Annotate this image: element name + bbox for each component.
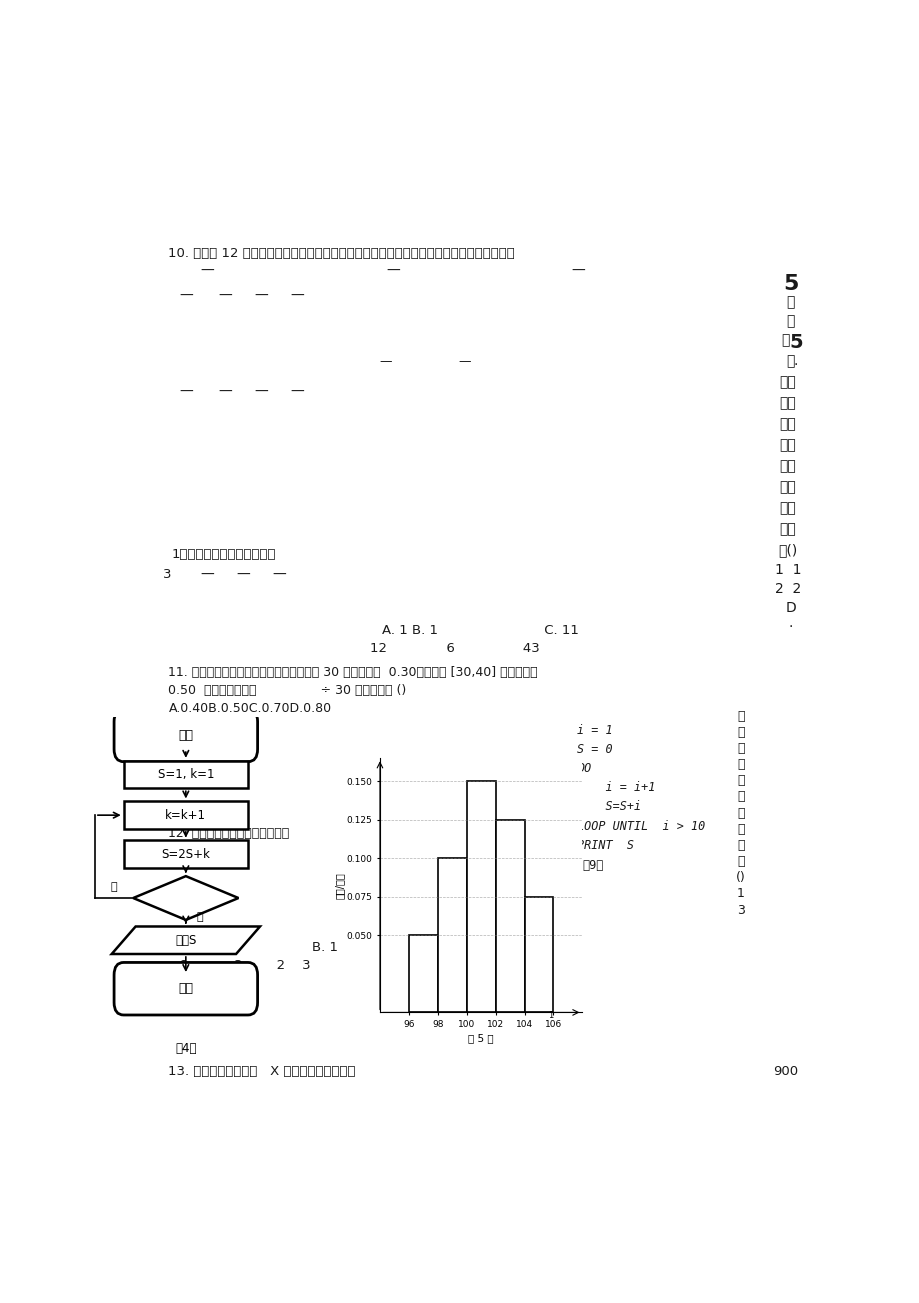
Text: PRINT  S: PRINT S bbox=[576, 839, 633, 852]
Text: —: — bbox=[272, 568, 286, 581]
Bar bbox=[408, 936, 437, 1012]
Text: 黄: 黄 bbox=[786, 354, 794, 367]
Bar bbox=[495, 820, 524, 1012]
Text: —: — bbox=[380, 354, 391, 367]
Text: —: — bbox=[458, 354, 471, 367]
Text: —: — bbox=[236, 568, 250, 581]
Text: (): () bbox=[735, 870, 745, 883]
Text: 率率: 率率 bbox=[778, 502, 796, 516]
Text: .: . bbox=[793, 354, 798, 367]
Text: 3: 3 bbox=[736, 904, 744, 917]
FancyBboxPatch shape bbox=[114, 709, 257, 762]
Text: A.0.40B.0.50C.0.70D.0.80: A.0.40B.0.50C.0.70D.0.80 bbox=[168, 702, 331, 715]
Text: A. 1 B. 1                         C. 11: A. 1 B. 1 C. 11 bbox=[382, 624, 579, 637]
Text: 2  2: 2 2 bbox=[774, 581, 800, 595]
Text: 12              6                43: 12 6 43 bbox=[335, 642, 539, 655]
FancyBboxPatch shape bbox=[114, 963, 257, 1015]
Text: ，: ， bbox=[736, 710, 744, 723]
Text: 开始: 开始 bbox=[178, 728, 193, 741]
Text: S=S+i: S=S+i bbox=[576, 800, 641, 813]
Text: DO: DO bbox=[576, 762, 591, 775]
Text: C. 1 D. 2: C. 1 D. 2 bbox=[414, 941, 471, 954]
Bar bbox=[466, 782, 495, 1012]
Text: 5: 5 bbox=[782, 274, 798, 293]
Text: —: — bbox=[200, 263, 214, 278]
Text: S=1, k=1: S=1, k=1 bbox=[157, 767, 214, 780]
Text: 是: 是 bbox=[197, 912, 203, 923]
Text: 或到: 或到 bbox=[778, 396, 796, 410]
Text: i = i+1: i = i+1 bbox=[576, 782, 654, 795]
Text: 1  1: 1 1 bbox=[774, 563, 800, 577]
Text: —: — bbox=[219, 386, 233, 399]
Text: 是: 是 bbox=[736, 855, 744, 868]
Text: 率: 率 bbox=[736, 839, 744, 852]
Text: 1，得到黑球或黄球的概率是: 1，得到黑球或黄球的概率是 bbox=[172, 547, 277, 560]
Text: 不: 不 bbox=[736, 774, 744, 787]
Bar bbox=[123, 840, 248, 868]
Text: 概: 概 bbox=[736, 822, 744, 835]
Text: B. 1: B. 1 bbox=[312, 941, 337, 954]
Text: 900: 900 bbox=[772, 1066, 797, 1079]
Text: ，乙获胜的概率是: ，乙获胜的概率是 bbox=[514, 826, 573, 839]
Text: 也为: 也为 bbox=[778, 523, 796, 537]
Text: —: — bbox=[179, 386, 193, 399]
Text: 概概: 概概 bbox=[778, 481, 796, 494]
Text: S=2S+k: S=2S+k bbox=[161, 848, 210, 861]
Text: D: D bbox=[785, 601, 796, 615]
Text: 12. 甲乙两人下围棋和棋的概率是: 12. 甲乙两人下围棋和棋的概率是 bbox=[168, 826, 289, 839]
Polygon shape bbox=[111, 926, 260, 954]
Text: 得: 得 bbox=[786, 314, 794, 328]
Text: 5: 5 bbox=[789, 334, 802, 352]
Text: LOOP UNTIL  i > 10: LOOP UNTIL i > 10 bbox=[576, 820, 705, 833]
Text: 否: 否 bbox=[110, 882, 118, 893]
Text: 么: 么 bbox=[736, 743, 744, 756]
Text: —: — bbox=[219, 289, 233, 302]
Text: —: — bbox=[289, 386, 303, 399]
Text: 输: 输 bbox=[736, 791, 744, 804]
Text: —: — bbox=[289, 289, 303, 302]
Text: 第4题: 第4题 bbox=[175, 1042, 197, 1055]
Text: 到: 到 bbox=[780, 334, 789, 347]
Text: 第9题: 第9题 bbox=[582, 859, 604, 872]
Text: A. 1: A. 1 bbox=[179, 941, 205, 954]
Text: —: — bbox=[571, 263, 584, 278]
Bar bbox=[524, 896, 553, 1012]
X-axis label: 第 5 题: 第 5 题 bbox=[468, 1033, 494, 1044]
Text: —: — bbox=[254, 289, 267, 302]
Text: 11. 从一笼鸡蛋中取一个，如果其重量小于 30 克的概率是  0.30，重量在 [30,40] 克的概率是: 11. 从一笼鸡蛋中取一个，如果其重量小于 30 克的概率是 0.30，重量在 … bbox=[168, 666, 538, 679]
Text: —: — bbox=[386, 263, 400, 278]
Text: 甲: 甲 bbox=[736, 758, 744, 771]
Text: 3: 3 bbox=[164, 568, 172, 581]
Text: 球球: 球球 bbox=[778, 438, 796, 452]
Text: 的的: 的的 bbox=[778, 460, 796, 473]
Text: 6           3        2    3: 6 3 2 3 bbox=[179, 959, 311, 972]
Text: —: — bbox=[200, 568, 214, 581]
Text: 那: 那 bbox=[736, 726, 744, 739]
Y-axis label: 频率/组距: 频率/组距 bbox=[335, 872, 345, 899]
Text: k=k+1: k=k+1 bbox=[165, 809, 206, 822]
Text: 绿黄: 绿黄 bbox=[778, 417, 796, 431]
Text: i = 1: i = 1 bbox=[576, 724, 612, 737]
Text: ··: ·· bbox=[221, 939, 228, 949]
Text: 是(): 是() bbox=[777, 543, 797, 558]
Polygon shape bbox=[133, 876, 238, 920]
Text: —: — bbox=[254, 386, 267, 399]
Text: S = 0: S = 0 bbox=[576, 743, 612, 756]
Text: 10. 袋中有 12 个小球，分别为红球、黑球、黄球、绿球，从中任取一球，得到红球的概率是: 10. 袋中有 12 个小球，分别为红球、黑球、黄球、绿球，从中任取一球，得到红… bbox=[168, 246, 515, 259]
Bar bbox=[123, 761, 248, 788]
Text: —: — bbox=[179, 289, 193, 302]
Bar bbox=[123, 801, 248, 829]
Text: 0.50  那么重量不小于                ÷ 30 克的概率是 (): 0.50 那么重量不小于 ÷ 30 克的概率是 () bbox=[168, 684, 406, 697]
Text: 球得: 球得 bbox=[778, 375, 796, 390]
Text: 结束: 结束 bbox=[178, 982, 193, 995]
Text: 输出S: 输出S bbox=[175, 934, 197, 947]
Text: 1: 1 bbox=[548, 1011, 552, 1020]
Text: .: . bbox=[788, 616, 792, 629]
Text: ，: ， bbox=[786, 294, 794, 309]
Text: 1: 1 bbox=[736, 887, 744, 900]
Text: 的: 的 bbox=[736, 807, 744, 820]
Text: 13. 某中学高一年级有   X 名学生，高二年级有: 13. 某中学高一年级有 X 名学生，高二年级有 bbox=[168, 1066, 356, 1079]
Bar bbox=[437, 859, 466, 1012]
